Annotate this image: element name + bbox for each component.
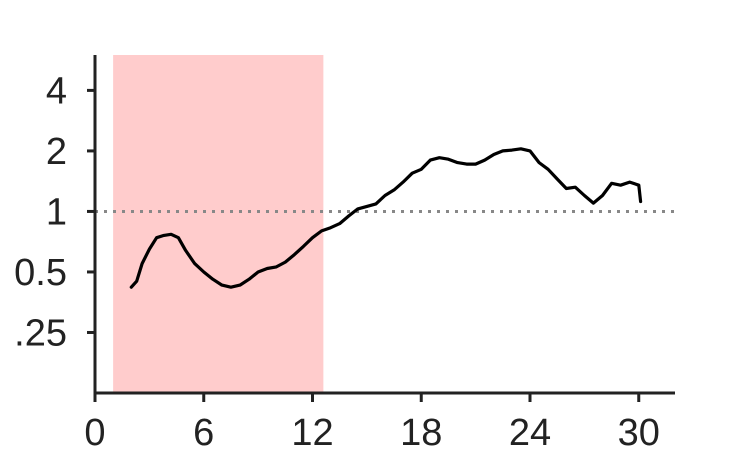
x-tick-label: 6 — [193, 412, 214, 450]
series-line-0 — [129, 147, 643, 289]
x-tick-label: 12 — [291, 412, 333, 450]
y-tick-label: .25 — [14, 312, 67, 354]
y-tick-label: 2 — [46, 131, 67, 173]
x-tick-label: 24 — [509, 412, 551, 450]
x-tick-label: 30 — [618, 412, 660, 450]
x-tick-label: 18 — [400, 412, 442, 450]
y-tick-label: 1 — [46, 191, 67, 233]
y-tick-label: 0.5 — [14, 252, 67, 294]
y-tick-label: 4 — [46, 70, 67, 112]
shaded-region — [113, 55, 324, 393]
x-tick-label: 0 — [84, 412, 105, 450]
